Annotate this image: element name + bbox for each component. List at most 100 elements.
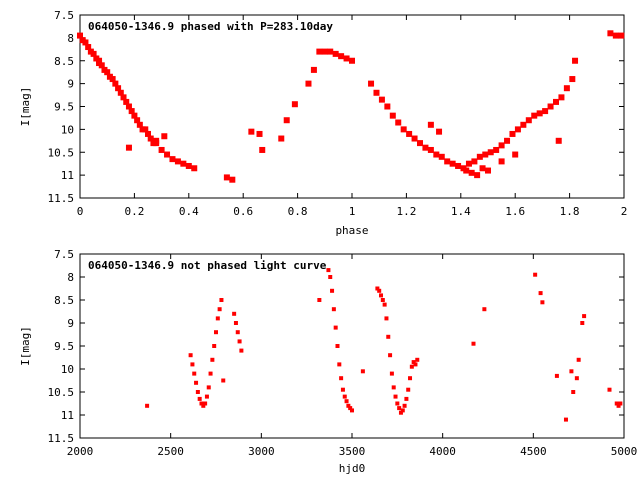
x-axis-label: hjd0 <box>339 462 366 475</box>
data-point <box>400 126 407 133</box>
data-point <box>509 130 516 137</box>
plot-frame-1 <box>79 14 625 199</box>
x-tick-label: 2500 <box>157 445 184 458</box>
data-point <box>444 158 451 165</box>
data-point <box>180 160 187 167</box>
y-tick-label: 8.5 <box>54 55 74 68</box>
x-tick-label: 4500 <box>520 445 547 458</box>
data-point <box>256 130 263 137</box>
data-point <box>214 330 218 335</box>
y-tick-label: 11.5 <box>48 192 75 205</box>
y-tick-label: 10.5 <box>48 146 75 159</box>
data-point <box>542 108 549 115</box>
data-point <box>164 151 171 158</box>
data-point <box>373 89 380 96</box>
data-point <box>474 172 481 179</box>
y-tick-label: 9 <box>67 317 74 330</box>
data-point <box>514 126 521 133</box>
data-point <box>576 357 581 362</box>
data-point <box>468 169 475 176</box>
data-point <box>536 110 543 117</box>
data-point <box>389 112 396 119</box>
data-point <box>580 321 585 325</box>
data-point <box>482 307 487 312</box>
data-point <box>169 156 176 163</box>
data-point <box>607 30 614 37</box>
y-axis-label: I[mag] <box>19 326 32 366</box>
data-point <box>553 98 559 105</box>
data-point <box>82 39 89 46</box>
data-point <box>185 162 192 169</box>
data-point <box>485 167 491 174</box>
x-tick-label: 0.4 <box>179 205 199 218</box>
data-point <box>104 69 111 76</box>
data-point <box>145 403 150 408</box>
data-point <box>342 394 347 399</box>
data-point <box>525 117 532 124</box>
data-point <box>85 44 92 51</box>
data-point <box>368 80 375 87</box>
data-point <box>333 325 338 330</box>
data-point <box>482 151 489 158</box>
data-point <box>237 339 242 344</box>
data-point <box>204 394 209 399</box>
data-point <box>335 344 340 348</box>
data-point <box>612 32 619 39</box>
y-tick-label: 8 <box>67 271 74 284</box>
data-point <box>384 316 389 321</box>
data-point <box>328 275 333 279</box>
data-point <box>455 162 462 169</box>
data-point <box>393 394 398 399</box>
y-tick-label: 9 <box>67 78 74 91</box>
data-point <box>386 334 391 339</box>
data-point <box>346 403 351 408</box>
data-point <box>223 174 230 181</box>
data-point <box>538 291 543 296</box>
y-tick-label: 9.5 <box>54 101 74 114</box>
x-tick-label: 0.8 <box>288 205 308 218</box>
data-point <box>332 50 339 57</box>
data-point <box>427 146 434 153</box>
data-point <box>558 94 565 101</box>
data-point <box>232 311 237 316</box>
y-tick-label: 11 <box>61 409 74 422</box>
y-tick-label: 10 <box>61 363 74 376</box>
data-point <box>136 121 143 128</box>
data-point <box>90 50 97 57</box>
data-point <box>343 55 350 62</box>
data-point <box>433 151 440 158</box>
data-point <box>531 112 538 119</box>
data-point <box>618 401 623 406</box>
data-point <box>378 96 385 103</box>
data-point <box>377 288 382 293</box>
x-tick-label: 2 <box>621 205 628 218</box>
data-point <box>389 371 394 376</box>
data-point <box>316 48 323 55</box>
data-point <box>125 144 132 151</box>
y-tick-label: 7.5 <box>54 9 74 22</box>
data-point <box>547 103 554 110</box>
data-point <box>201 403 206 408</box>
data-point <box>161 133 168 140</box>
data-point <box>382 302 387 307</box>
data-point <box>479 165 486 172</box>
data-point <box>248 128 255 135</box>
data-point <box>344 399 349 404</box>
data-point <box>408 376 413 381</box>
data-point <box>411 360 416 365</box>
x-tick-label: 1.2 <box>396 205 416 218</box>
x-tick-label: 1.8 <box>560 205 580 218</box>
data-point <box>384 103 391 110</box>
y-axis-label: I[mag] <box>19 87 32 127</box>
data-point <box>395 401 400 406</box>
data-point <box>174 158 181 165</box>
data-point <box>125 103 132 110</box>
data-point <box>219 298 224 302</box>
data-point <box>360 369 365 374</box>
y-tick-label: 9.5 <box>54 340 74 353</box>
data-point <box>327 48 334 55</box>
data-point <box>463 167 470 174</box>
y-tick-label: 8.5 <box>54 294 74 307</box>
data-point <box>569 76 576 83</box>
data-point <box>555 137 562 144</box>
